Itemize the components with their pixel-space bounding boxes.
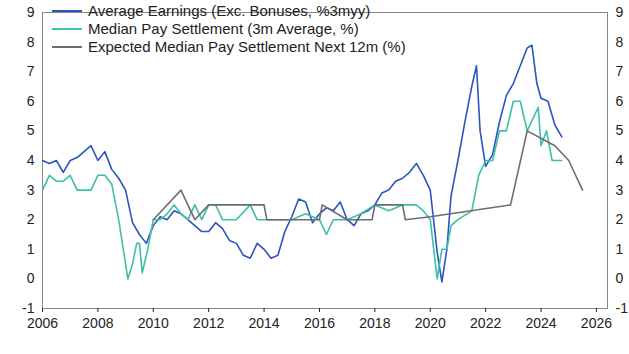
svg-text:2026: 2026 [581,315,612,331]
svg-text:0: 0 [27,270,35,286]
svg-text:2006: 2006 [27,315,58,331]
svg-text:-1: -1 [22,300,35,316]
html-text:Average Earnings (Exc. Bonuses: Average Earnings (Exc. Bonuses, %3myy) [88,2,371,19]
svg-text:6: 6 [27,93,35,109]
svg-text:3: 3 [27,182,35,198]
svg-text:2008: 2008 [82,315,113,331]
svg-text:4: 4 [616,152,624,168]
svg-text:2012: 2012 [193,315,224,331]
svg-text:8: 8 [27,34,35,50]
svg-text:8: 8 [616,34,624,50]
svg-text:5: 5 [616,122,624,138]
svg-text:9: 9 [27,4,35,20]
svg-text:9: 9 [616,4,624,20]
svg-text:-1: -1 [616,300,629,316]
svg-text:2018: 2018 [359,315,390,331]
svg-text:2: 2 [27,211,35,227]
svg-text:2016: 2016 [304,315,335,331]
svg-text:6: 6 [616,93,624,109]
svg-text:1: 1 [27,241,35,257]
svg-text:7: 7 [27,63,35,79]
svg-text:2022: 2022 [470,315,501,331]
svg-text:1: 1 [616,241,624,257]
svg-text:2024: 2024 [525,315,556,331]
svg-text:2: 2 [616,211,624,227]
html-text:Expected Median Pay Settlement: Expected Median Pay Settlement Next 12m … [88,38,406,55]
svg-text:7: 7 [616,63,624,79]
html-text:Median Pay Settlement (3m Aver: Median Pay Settlement (3m Average, %) [88,20,359,37]
svg-text:2020: 2020 [415,315,446,331]
svg-text:5: 5 [27,122,35,138]
svg-text:3: 3 [616,182,624,198]
svg-text:0: 0 [616,270,624,286]
svg-text:4: 4 [27,152,35,168]
svg-text:2014: 2014 [248,315,279,331]
svg-text:2010: 2010 [138,315,169,331]
